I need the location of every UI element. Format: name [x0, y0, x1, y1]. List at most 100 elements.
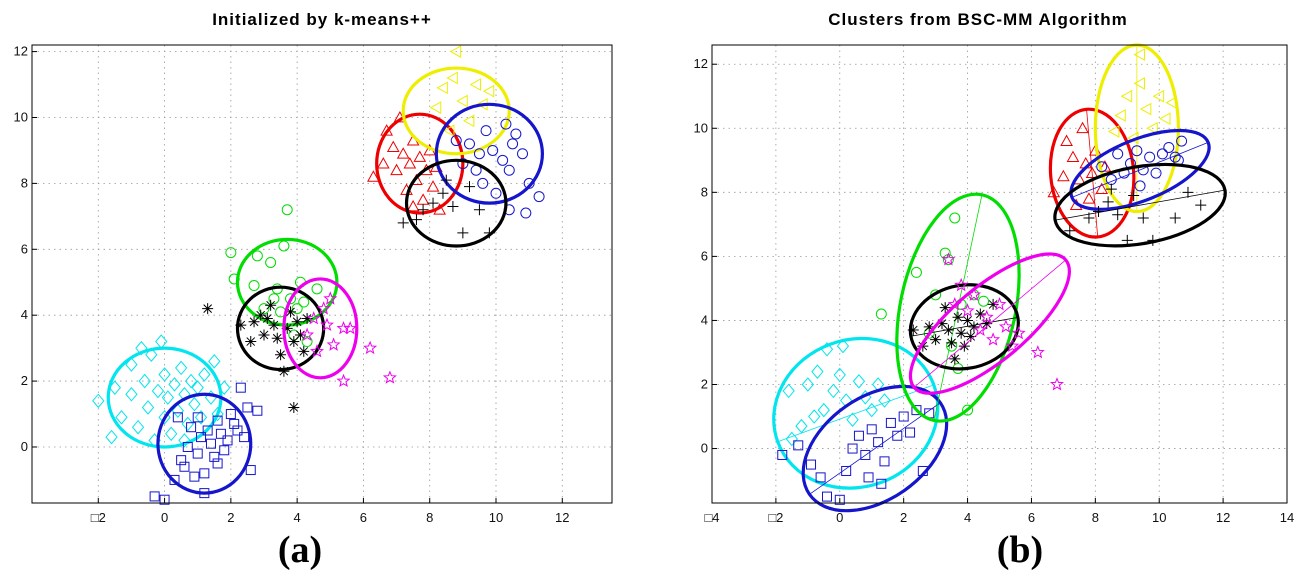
- data-point: [199, 468, 210, 479]
- x-tick-label: 4: [964, 510, 971, 525]
- data-point: [410, 214, 422, 226]
- cluster-axis-line: [809, 402, 941, 495]
- data-point: [205, 438, 216, 449]
- data-point: [1182, 186, 1194, 198]
- data-point: [1146, 121, 1158, 135]
- data-point: [958, 340, 970, 352]
- data-point: [1066, 150, 1080, 162]
- data-point: [456, 94, 468, 108]
- panel-label-a: (a): [278, 529, 322, 571]
- series-8: [397, 158, 508, 248]
- data-point: [1102, 196, 1114, 208]
- data-point: [125, 386, 138, 402]
- data-point: [978, 295, 990, 307]
- data-point: [300, 327, 315, 341]
- data-point: [885, 417, 896, 428]
- data-point: [413, 150, 427, 162]
- data-point: [416, 193, 430, 205]
- y-tick-label: 2: [701, 376, 708, 391]
- data-point: [782, 383, 795, 399]
- y-tick-label: 12: [14, 44, 28, 59]
- plot-area: [92, 45, 545, 505]
- data-point: [161, 390, 175, 405]
- x-tick-label: 6: [1028, 510, 1035, 525]
- x-tick-label: 10: [489, 510, 503, 525]
- data-point: [417, 204, 429, 216]
- data-point: [449, 45, 462, 58]
- data-point: [320, 317, 335, 332]
- data-point: [911, 405, 922, 416]
- data-point: [946, 337, 958, 349]
- data-point: [992, 297, 1007, 311]
- data-point: [866, 424, 877, 435]
- data-point: [316, 301, 331, 315]
- data-point: [960, 303, 975, 317]
- data-point: [265, 256, 277, 268]
- x-tick-label: 14: [1280, 510, 1294, 525]
- data-point: [363, 340, 378, 355]
- series-7: [434, 102, 545, 219]
- grid-lines: [32, 45, 612, 503]
- data-point: [949, 212, 961, 224]
- data-point: [941, 252, 956, 266]
- data-point: [923, 321, 935, 333]
- series-6: [1093, 43, 1180, 214]
- y-tick-label: 8: [21, 175, 28, 190]
- x-tick-label: 4: [294, 510, 301, 525]
- data-point: [382, 370, 397, 384]
- series-2: [875, 192, 1021, 423]
- data-point: [827, 383, 840, 399]
- data-point: [281, 322, 293, 334]
- data-point: [1060, 134, 1073, 146]
- data-point: [275, 349, 287, 361]
- data-point: [863, 472, 874, 483]
- data-point: [473, 204, 485, 216]
- data-point: [968, 321, 980, 333]
- y-tick-label: 6: [21, 241, 28, 256]
- data-point: [1169, 151, 1181, 163]
- data-point: [1134, 180, 1146, 192]
- data-point: [298, 345, 310, 357]
- data-point: [878, 393, 891, 408]
- data-point: [462, 114, 475, 128]
- data-point: [251, 250, 263, 262]
- data-point: [876, 478, 887, 489]
- data-point: [1114, 109, 1126, 122]
- data-point: [141, 400, 155, 415]
- data-point: [196, 432, 207, 443]
- data-point: [258, 329, 270, 341]
- data-point: [1159, 112, 1171, 126]
- data-point: [245, 336, 257, 348]
- data-point: [954, 277, 969, 292]
- data-point: [239, 432, 250, 443]
- data-point: [1176, 135, 1188, 147]
- data-point: [397, 217, 409, 229]
- data-point: [186, 422, 197, 433]
- data-point: [298, 296, 310, 308]
- data-point: [507, 138, 519, 150]
- axis-ticks: □2 0 2 4 6 8 10 12 0 2 4 6 8 10 12: [14, 44, 570, 525]
- data-point: [294, 329, 306, 341]
- data-point: [1112, 148, 1124, 160]
- y-tick-label: 0: [21, 439, 28, 454]
- x-tick-label: □2: [91, 510, 106, 525]
- data-point: [165, 426, 178, 442]
- series-1: [149, 382, 263, 505]
- data-point: [873, 437, 884, 448]
- data-point: [841, 465, 852, 476]
- data-point: [446, 71, 458, 85]
- data-point: [1163, 141, 1175, 153]
- data-point: [406, 199, 420, 212]
- y-tick-label: 2: [21, 373, 28, 388]
- data-point: [245, 465, 256, 476]
- data-point: [396, 147, 410, 159]
- data-point: [271, 332, 283, 344]
- data-point: [852, 374, 866, 389]
- data-point: [1095, 182, 1109, 195]
- data-point: [285, 293, 297, 305]
- x-tick-label: 8: [426, 510, 433, 525]
- data-point: [777, 449, 788, 460]
- data-point: [268, 293, 280, 305]
- panel-label-b: (b): [997, 529, 1043, 571]
- x-tick-label: 12: [555, 510, 569, 525]
